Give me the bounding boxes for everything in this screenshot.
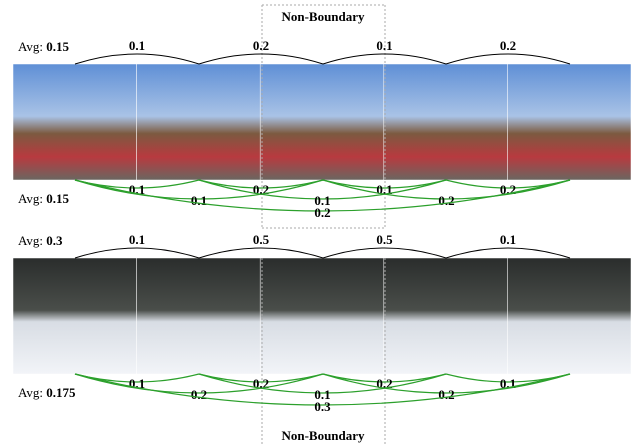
avg-value: 0.175 [46, 385, 76, 400]
arc [446, 54, 570, 64]
arc [199, 54, 323, 64]
arc-label: 0.1 [129, 38, 145, 53]
arc [75, 54, 199, 64]
arc [75, 248, 199, 258]
video-frame [260, 258, 384, 374]
video-frame [13, 64, 137, 180]
figure: Non-Boundary Non-Boundary Avg: 0.15Avg: … [0, 0, 636, 447]
arc-label: 0.2 [438, 193, 454, 208]
video-frame [384, 64, 508, 180]
avg-label: Avg: 0.15 [18, 191, 70, 206]
avg-value: 0.3 [46, 233, 63, 248]
arc-label: 0.2 [500, 38, 516, 53]
avg-label: Avg: 0.3 [18, 233, 63, 248]
avg-text: Avg: [18, 39, 43, 54]
arc-label: 0.2 [438, 387, 454, 402]
arc-label: 0.2 [191, 387, 207, 402]
arc-label: 0.5 [376, 232, 393, 247]
arc-label: 0.1 [191, 193, 207, 208]
arc [323, 248, 446, 258]
avg-label: Avg: 0.15 [18, 39, 70, 54]
arc [446, 248, 570, 258]
video-frame [507, 64, 631, 180]
avg-text: Avg: [18, 191, 43, 206]
arc-label: 0.2 [253, 38, 269, 53]
video-frame [137, 258, 261, 374]
video-frame [384, 258, 508, 374]
video-frame [260, 64, 384, 180]
video-frame [13, 258, 137, 374]
avg-value: 0.15 [46, 39, 69, 54]
arc-label: 0.5 [253, 232, 270, 247]
arc-label: 0.1 [129, 232, 145, 247]
non-boundary-label: Non-Boundary [281, 9, 365, 24]
avg-label: Avg: 0.175 [18, 385, 76, 400]
non-boundary-label: Non-Boundary [281, 428, 365, 443]
avg-text: Avg: [18, 233, 43, 248]
arc-label: 0.2 [314, 205, 330, 220]
video-frame [137, 64, 261, 180]
arc-label: 0.3 [314, 399, 331, 414]
video-frame [507, 258, 631, 374]
arc-label: 0.1 [500, 232, 516, 247]
avg-text: Avg: [18, 385, 43, 400]
arc-label: 0.1 [376, 38, 392, 53]
arc [199, 248, 323, 258]
page: {"labels": {"top": "Non-Boundary", "bott… [0, 0, 636, 447]
avg-value: 0.15 [46, 191, 69, 206]
